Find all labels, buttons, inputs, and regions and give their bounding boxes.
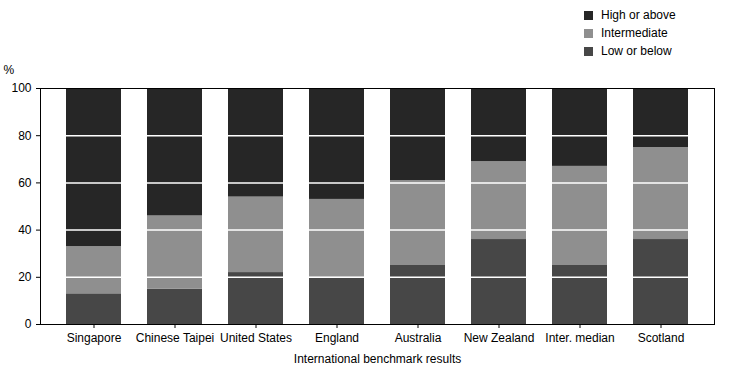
- svg-text:%: %: [4, 63, 15, 77]
- svg-text:0: 0: [25, 317, 32, 331]
- svg-text:England: England: [315, 331, 359, 345]
- svg-text:60: 60: [18, 176, 32, 190]
- html-text:High or above: High or above: [601, 8, 676, 22]
- svg-text:80: 80: [18, 129, 32, 143]
- svg-text:International benchmark result: International benchmark results: [294, 352, 461, 366]
- html-text:Low or below: Low or below: [601, 44, 672, 58]
- html-text:Intermediate: Intermediate: [601, 26, 668, 40]
- svg-text:United States: United States: [220, 331, 292, 345]
- svg-text:Scotland: Scotland: [638, 331, 685, 345]
- svg-text:Australia: Australia: [395, 331, 442, 345]
- svg-text:Chinese Taipei: Chinese Taipei: [136, 331, 215, 345]
- svg-text:Singapore: Singapore: [67, 331, 122, 345]
- svg-text:20: 20: [18, 270, 32, 284]
- svg-text:New Zealand: New Zealand: [464, 331, 535, 345]
- svg-text:40: 40: [18, 223, 32, 237]
- svg-text:Inter. median: Inter. median: [545, 331, 614, 345]
- svg-text:100: 100: [11, 81, 31, 95]
